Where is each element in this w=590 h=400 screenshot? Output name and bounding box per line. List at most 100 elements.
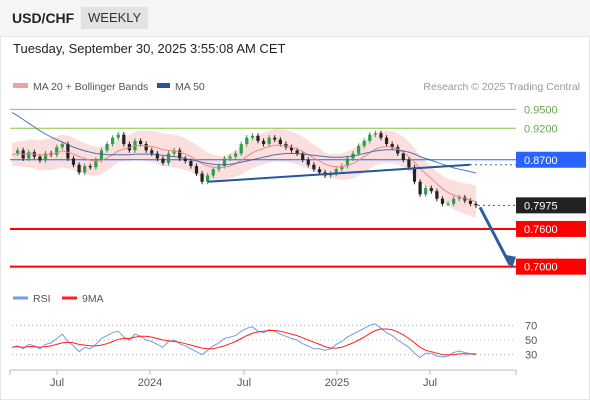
candle-body bbox=[440, 198, 445, 204]
timestamp: Tuesday, September 30, 2025 3:55:08 AM C… bbox=[13, 41, 286, 56]
candle-body bbox=[312, 164, 316, 170]
candle-body bbox=[60, 144, 64, 148]
candle-body bbox=[99, 150, 104, 160]
candle-body bbox=[105, 144, 109, 151]
projection-arrow-line bbox=[478, 206, 512, 266]
candle-body bbox=[200, 173, 204, 182]
period-badge[interactable]: WEEKLY bbox=[81, 7, 149, 29]
candle-body bbox=[345, 158, 350, 167]
candle-body bbox=[144, 144, 148, 151]
symbol-title: USD/CHF bbox=[12, 10, 75, 26]
candle-body bbox=[250, 135, 254, 138]
candle-body bbox=[122, 134, 126, 145]
candle-body bbox=[289, 147, 294, 151]
candle-body bbox=[457, 197, 461, 199]
candle-body bbox=[239, 144, 243, 154]
candle-body bbox=[178, 150, 182, 159]
candle-body bbox=[111, 137, 115, 145]
rsi-ma9-line bbox=[11, 328, 476, 356]
bollinger-band-area bbox=[12, 128, 476, 219]
rsi-panel: 70 50 30 bbox=[11, 320, 537, 362]
candle-body bbox=[38, 156, 42, 161]
candle-body bbox=[474, 203, 478, 206]
candle-body bbox=[211, 169, 215, 176]
legend-ma-swatch bbox=[13, 83, 28, 88]
projection-arrow-head bbox=[505, 254, 516, 269]
candle-body bbox=[334, 169, 338, 174]
x-tick-label: Jul bbox=[50, 377, 64, 389]
candle-body bbox=[273, 137, 277, 140]
candle-body bbox=[71, 158, 76, 165]
candle-body bbox=[357, 145, 361, 154]
candle-body bbox=[267, 137, 271, 145]
candle-body bbox=[340, 166, 344, 170]
level-label-0.7000: 0.7000 bbox=[524, 262, 558, 274]
candle-body bbox=[306, 159, 310, 165]
candle-body bbox=[206, 175, 210, 182]
candle-body bbox=[194, 166, 199, 174]
candle-body bbox=[317, 169, 322, 173]
candle-body bbox=[66, 144, 70, 159]
candles bbox=[15, 130, 478, 208]
header-bar: USD/CHF WEEKLY bbox=[0, 0, 590, 37]
rsi-tick-70: 70 bbox=[525, 320, 537, 332]
candle-body bbox=[161, 158, 165, 163]
candle-body bbox=[127, 144, 131, 151]
ma20-line bbox=[11, 144, 477, 203]
candle-body bbox=[373, 133, 377, 135]
candle-body bbox=[401, 153, 405, 160]
legend-ma50-label: MA 50 bbox=[175, 81, 205, 93]
x-tick-label: Jul bbox=[423, 377, 437, 389]
candle-body bbox=[446, 203, 450, 205]
level-tag-0.8700 bbox=[516, 151, 586, 168]
credit-text: Research © 2025 Trading Central bbox=[423, 81, 580, 93]
level-label-0.9200: 0.9200 bbox=[524, 123, 558, 135]
candle-body bbox=[418, 181, 422, 195]
candle-body bbox=[228, 156, 232, 159]
candle-body bbox=[412, 167, 417, 182]
candle-body bbox=[261, 140, 266, 145]
level-tag-0.7600 bbox=[516, 220, 586, 237]
level-tag-0.7000 bbox=[516, 258, 586, 275]
x-tick-label: 2024 bbox=[138, 377, 162, 389]
candle-body bbox=[278, 139, 282, 145]
candle-body bbox=[77, 164, 81, 173]
candle-body bbox=[234, 153, 238, 157]
candle-body bbox=[155, 153, 159, 159]
candle-body bbox=[301, 153, 305, 160]
candle-body bbox=[452, 198, 456, 204]
candle-body bbox=[384, 137, 389, 145]
candle-body bbox=[88, 166, 92, 168]
candle-body bbox=[468, 200, 473, 204]
rsi-line bbox=[11, 323, 477, 359]
candle-body bbox=[83, 166, 87, 173]
candle-body bbox=[138, 140, 143, 145]
candle-body bbox=[27, 152, 31, 159]
candle-body bbox=[407, 159, 411, 168]
candle-body bbox=[183, 158, 187, 162]
level-label-0.8700: 0.8700 bbox=[524, 155, 558, 167]
level-label-0.7600: 0.7600 bbox=[524, 224, 558, 236]
candle-body bbox=[55, 147, 59, 155]
candle-body bbox=[172, 150, 176, 154]
candle-body bbox=[295, 150, 299, 154]
level-labels: 0.9500 0.9200 0.8700 0.7975 0.7600 0.7000 bbox=[516, 104, 586, 275]
x-tick-label: Jul bbox=[237, 377, 251, 389]
candle-body bbox=[256, 135, 260, 141]
candle-body bbox=[166, 153, 171, 163]
candle-body bbox=[15, 150, 20, 154]
candle-body bbox=[429, 188, 433, 192]
support-trendline bbox=[207, 163, 471, 183]
ma50-line bbox=[11, 112, 477, 174]
indicator-lines bbox=[11, 112, 516, 269]
rsi-tick-50: 50 bbox=[525, 335, 537, 347]
rsi-tick-30: 30 bbox=[525, 350, 537, 362]
candle-body bbox=[222, 158, 227, 167]
legend-ma-label: MA 20 + Bollinger Bands bbox=[33, 81, 148, 93]
legend-rsi-label: RSI bbox=[33, 293, 51, 305]
candle-body bbox=[362, 140, 366, 146]
candle-body bbox=[150, 150, 154, 154]
candle-body bbox=[390, 144, 394, 148]
candle-body bbox=[368, 134, 372, 141]
